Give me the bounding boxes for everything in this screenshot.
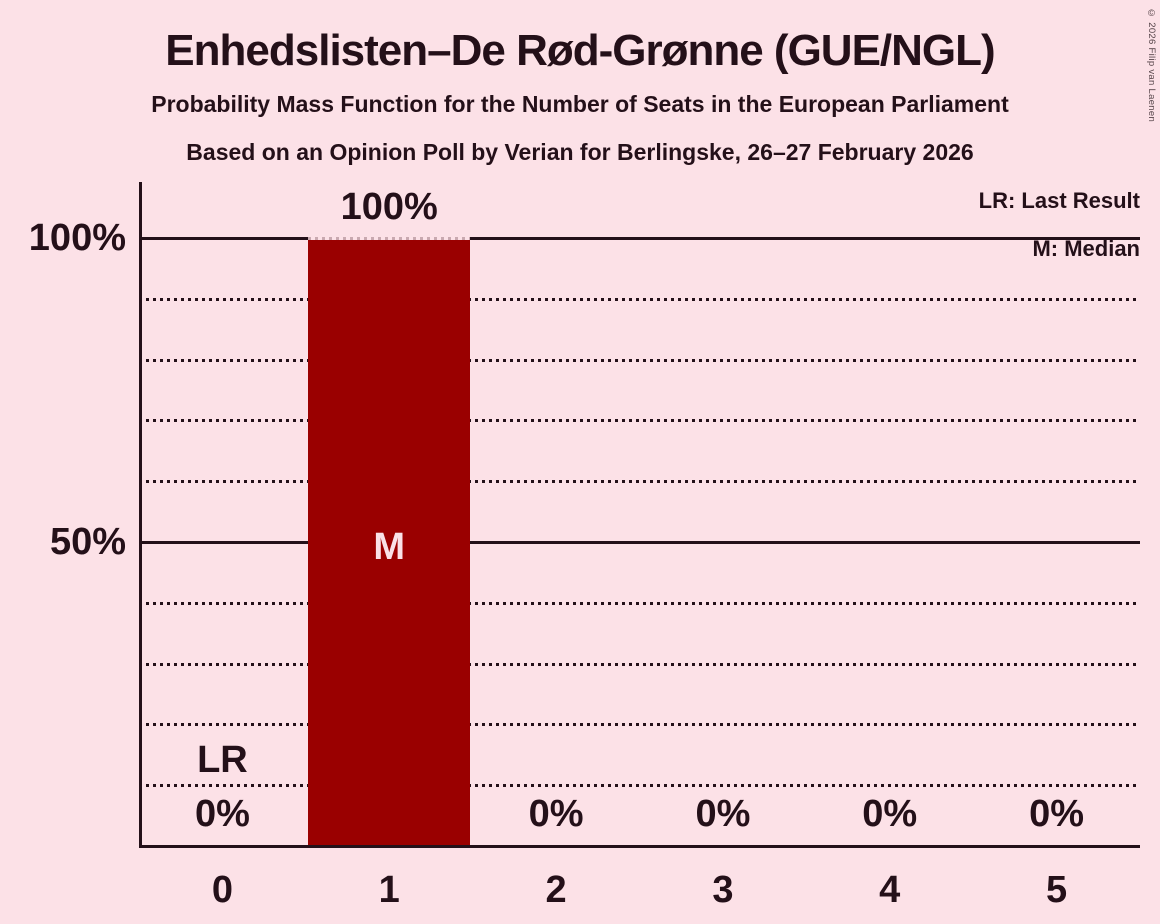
value-label-seats-1: 100%: [340, 186, 438, 228]
gridline-dotted-80pct: [139, 358, 1140, 362]
bar-top-gridline-overlay: [308, 237, 471, 240]
chart-title: Enhedslisten–De Rød-Grønne (GUE/NGL): [165, 26, 995, 75]
gridline-dotted-30pct: [139, 662, 1140, 666]
value-label-seats-3: 0%: [695, 793, 751, 835]
bar-seats-1: [308, 239, 471, 845]
x-tick-label-5: 5: [1046, 869, 1068, 911]
value-label-seats-5: 0%: [1029, 793, 1085, 835]
gridline-dotted-90pct: [139, 297, 1140, 301]
copyright-notice: © 2026 Filip van Laenen: [1146, 8, 1157, 123]
plot-area: 0% 100% 0% 0% 0% 0% LR M 0 1 2 3 4 5: [139, 182, 1140, 911]
x-tick-label-1: 1: [378, 869, 400, 911]
gridline-solid-50pct: [139, 541, 1140, 544]
gridline-dotted-40pct: [139, 601, 1140, 605]
value-label-seats-0: 0%: [194, 793, 250, 835]
annotation-lr: LR: [197, 738, 248, 781]
value-label-seats-4: 0%: [862, 793, 918, 835]
legend-median: M: Median: [1032, 236, 1140, 261]
gridline-dotted-60pct: [139, 480, 1140, 484]
gridline-dotted-70pct: [139, 419, 1140, 423]
gridline-solid-100pct: [139, 237, 1140, 240]
y-axis: [139, 182, 142, 848]
annotation-m: M: [373, 526, 406, 569]
x-tick-label-2: 2: [545, 869, 567, 911]
x-tick-label-0: 0: [211, 869, 233, 911]
legend-last-result: LR: Last Result: [978, 188, 1140, 213]
chart-source-line: Based on an Opinion Poll by Verian for B…: [186, 139, 974, 165]
y-tick-label-50pct: 50%: [49, 521, 126, 563]
x-tick-label-4: 4: [879, 869, 901, 911]
y-tick-label-100pct: 100%: [28, 217, 126, 259]
x-tick-label-3: 3: [712, 869, 734, 911]
chart-subtitle: Probability Mass Function for the Number…: [151, 91, 1009, 117]
x-axis: [139, 845, 1140, 848]
value-label-seats-2: 0%: [528, 793, 584, 835]
gridline-dotted-10pct: [139, 784, 1140, 788]
gridline-dotted-20pct: [139, 723, 1140, 727]
